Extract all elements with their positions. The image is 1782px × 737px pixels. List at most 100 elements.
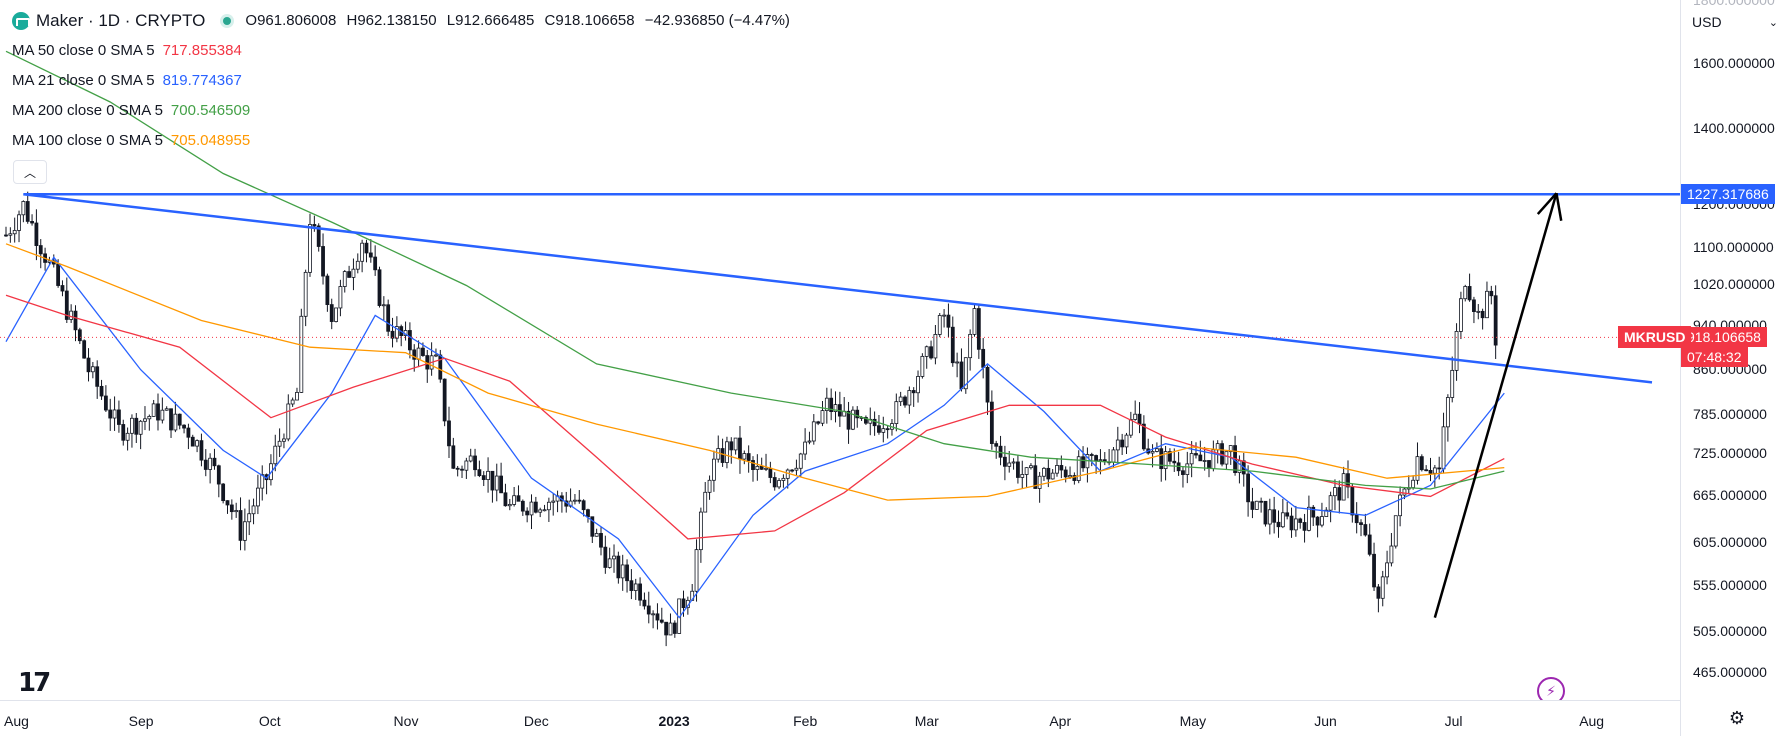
symbol-title[interactable]: Maker · 1D · CRYPTO: [36, 11, 206, 30]
horizontal-line-price-badge[interactable]: 1227.317686: [1681, 184, 1775, 205]
currency-select[interactable]: USD ⌄: [1692, 10, 1778, 34]
candle-down: [103, 395, 108, 411]
drawings-layer: [0, 192, 1680, 618]
candle-up: [764, 467, 768, 470]
candle-up: [69, 310, 74, 320]
candle-down: [1363, 524, 1368, 536]
candle-down: [182, 424, 186, 429]
candle-down: [95, 366, 100, 387]
candle-up: [1459, 298, 1463, 332]
indicator-ma50[interactable]: MA 50 close 0 SMA 5 717.855384: [12, 40, 796, 62]
price-scale[interactable]: 1800.000000 1600.000000 1400.000000 1200.0…: [1680, 0, 1782, 736]
candle-up: [781, 477, 786, 481]
candle-down: [407, 330, 412, 351]
candle-down: [1081, 456, 1085, 469]
indicator-ma200[interactable]: MA 200 close 0 SMA 5 700.546509: [12, 100, 796, 122]
price-tick-label: 505.000000: [1693, 623, 1767, 640]
candle-up: [1307, 506, 1311, 531]
candle-down: [156, 403, 160, 421]
candle-down: [38, 245, 43, 255]
candle-down: [421, 347, 425, 356]
ohlc-close: C918.106658: [544, 12, 635, 29]
candle-up: [1042, 467, 1046, 477]
candle-up: [733, 437, 738, 451]
candle-up: [12, 230, 17, 235]
candle-down: [312, 224, 317, 227]
last-price-badge: 918.106658: [1681, 327, 1767, 348]
time-tick-label: Mar: [914, 713, 939, 729]
candle-up: [17, 214, 21, 231]
candle-down: [903, 396, 907, 406]
candle-up: [125, 432, 130, 441]
candle-down: [646, 605, 651, 615]
indicator-ma100[interactable]: MA 100 close 0 SMA 5 705.048955: [12, 130, 796, 152]
chart-pane[interactable]: Maker · 1D · CRYPTO O961.806008 H962.138…: [0, 0, 1680, 705]
candle-down: [1493, 295, 1498, 346]
time-scale[interactable]: Aug Sep Oct Nov Dec 2023 Feb Mar Apr May Jun Jul Aug: [0, 700, 1680, 737]
candle-up: [282, 438, 286, 442]
candle-up: [1398, 494, 1403, 517]
candle-down: [86, 357, 91, 373]
descending-trendline: [23, 193, 1653, 384]
market-status-icon[interactable]: [223, 17, 232, 25]
candle-up: [594, 533, 599, 537]
candle-up: [1189, 453, 1194, 465]
candle-up: [968, 333, 973, 359]
candle-down: [473, 455, 477, 471]
candle-down: [1263, 500, 1268, 525]
candle-up: [507, 504, 512, 507]
candle-down: [929, 346, 933, 359]
time-tick-label: Jul: [1444, 713, 1463, 729]
candle-down: [321, 246, 325, 277]
candles-layer: [4, 191, 1498, 647]
candle-up: [1011, 461, 1016, 464]
candle-down: [659, 619, 664, 623]
candle-up: [1128, 419, 1133, 436]
candle-up: [21, 201, 26, 216]
candle-down: [238, 510, 243, 541]
candle-up: [725, 441, 729, 463]
candle-up: [881, 428, 886, 433]
price-chart[interactable]: [0, 0, 1680, 700]
candle-down: [720, 448, 725, 463]
candle-up: [546, 501, 551, 511]
candle-down: [190, 436, 195, 447]
candle-up: [694, 549, 699, 592]
candle-down: [99, 385, 104, 397]
candle-down: [729, 441, 734, 451]
candle-up: [1280, 512, 1285, 528]
time-tick-label: Jun: [1314, 713, 1337, 729]
candle-up: [824, 397, 829, 411]
symbol-row[interactable]: Maker · 1D · CRYPTO O961.806008 H962.138…: [12, 10, 796, 32]
ohlc-values: O961.806008 H962.138150 L912.666485 C918…: [245, 11, 796, 31]
settings-gear-icon[interactable]: ⚙: [1728, 708, 1746, 728]
candle-down: [412, 349, 417, 360]
indicator-label: MA 200 close 0 SMA 5: [12, 102, 163, 119]
candle-up: [972, 308, 977, 335]
candle-up: [1111, 449, 1116, 463]
candle-down: [325, 275, 330, 305]
tradingview-logo-icon[interactable]: 17: [18, 668, 51, 698]
candle-down: [1259, 500, 1264, 503]
candle-up: [1185, 463, 1190, 475]
arrow-shaft: [1433, 192, 1558, 618]
candle-up: [573, 499, 577, 502]
candle-down: [586, 509, 590, 518]
candle-up: [1050, 472, 1055, 480]
candle-up: [1150, 451, 1155, 454]
candle-up: [173, 413, 178, 431]
candle-down: [768, 467, 773, 478]
candle-down: [1159, 448, 1164, 470]
candle-up: [394, 326, 399, 339]
candle-down: [316, 225, 321, 247]
candle-down: [525, 510, 530, 516]
collapse-legend-button[interactable]: ︿: [13, 160, 47, 184]
candle-down: [516, 495, 521, 502]
candle-down: [221, 483, 226, 502]
candle-down: [985, 366, 990, 403]
candle-down: [368, 252, 373, 258]
candle-up: [538, 509, 543, 513]
arrow-head-left: [1555, 192, 1563, 221]
indicator-ma21[interactable]: MA 21 close 0 SMA 5 819.774367: [12, 70, 796, 92]
candle-up: [351, 268, 356, 278]
